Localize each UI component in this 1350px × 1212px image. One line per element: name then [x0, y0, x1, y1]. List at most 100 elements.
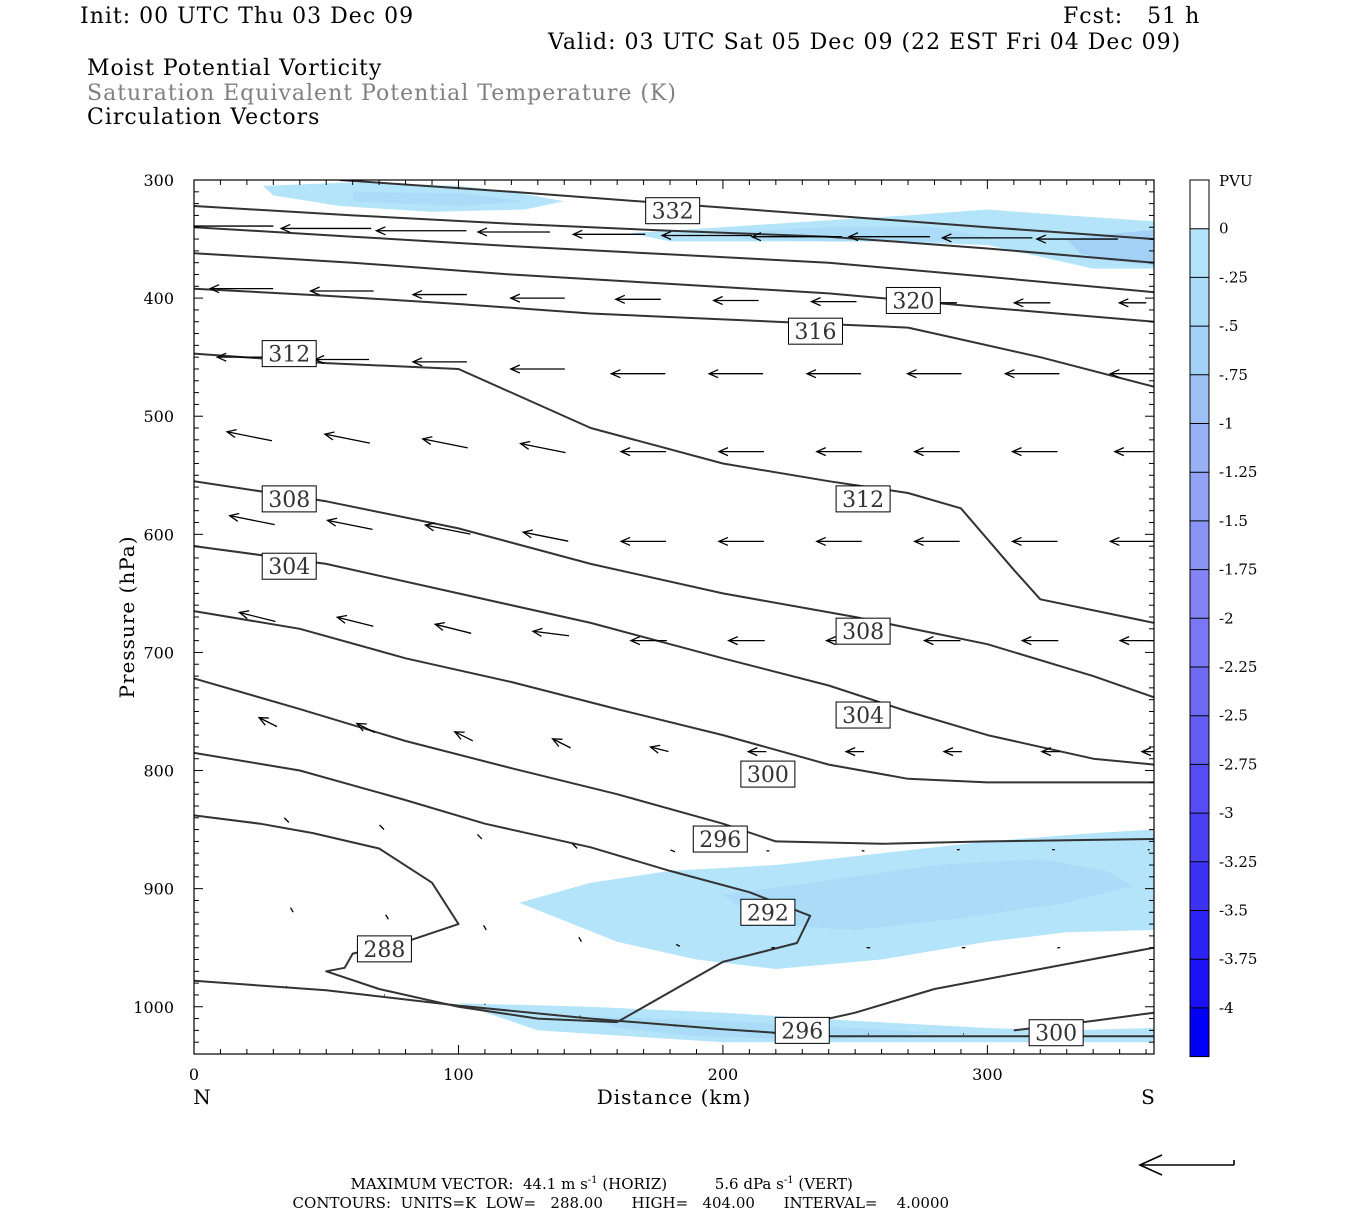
- vector-arrow-37: [913, 447, 960, 457]
- vector-arrow-74: [670, 849, 676, 853]
- vector-arrow-9: [1035, 234, 1118, 244]
- vector-head: [847, 232, 859, 242]
- contour-316-10: [194, 287, 1154, 388]
- colorbar-label: -.25: [1219, 268, 1248, 286]
- vert-exponent: -1: [783, 1175, 794, 1186]
- vector-arrow-64: [648, 744, 669, 754]
- title-mpv: Moist Potential Vorticity: [87, 56, 383, 81]
- contour-label-text: 304: [268, 555, 310, 580]
- title-vectors: Circulation Vectors: [87, 105, 321, 130]
- vector-arrow-45: [717, 536, 764, 547]
- vector-head: [411, 357, 423, 367]
- contour-label-text: 320: [892, 289, 934, 314]
- vert-value: 5.6 dPa s: [714, 1175, 784, 1193]
- vector-arrow-62: [453, 731, 474, 742]
- vector-arrow-84: [675, 943, 681, 947]
- vector-arrow-36: [815, 447, 862, 457]
- colorbar-label: -1: [1219, 415, 1234, 433]
- contour-low: LOW= 288.00: [485, 1194, 603, 1212]
- vector-arrow-58: [1020, 636, 1059, 646]
- colorbar-swatch: [1190, 423, 1209, 473]
- pv-region-8: [590, 1016, 935, 1040]
- vector-head: [1010, 447, 1022, 457]
- vector-shaft: [356, 722, 376, 734]
- contour-312-9: [194, 352, 1154, 624]
- colorbar-label: -2.75: [1219, 755, 1257, 773]
- colorbar-label: -2.25: [1219, 658, 1257, 676]
- vector-arrow-70: [283, 817, 290, 823]
- vector-shaft: [532, 630, 570, 637]
- contours-label: CONTOURS:: [292, 1194, 392, 1212]
- vector-arrow-23: [509, 364, 565, 374]
- vector-shaft: [327, 519, 373, 531]
- vector-arrow-47: [913, 536, 960, 547]
- vector-head: [717, 536, 729, 547]
- vector-head: [815, 536, 827, 547]
- colorbar-label: -3.5: [1219, 902, 1248, 920]
- contour-high: HIGH= 404.00: [631, 1194, 755, 1212]
- contour-label-text: 308: [842, 620, 884, 645]
- vector-head: [1108, 536, 1120, 547]
- contour-292-1: [194, 751, 812, 1023]
- contour-label-332-0: 332: [645, 197, 701, 225]
- vector-head: [1010, 536, 1022, 547]
- max-vector-info: MAXIMUM VECTOR: 44.1 m s-1 (HORIZ) 5.6 d…: [341, 1157, 853, 1193]
- vector-arrow-42: [423, 522, 471, 535]
- vector-shaft: [454, 731, 474, 742]
- contour-label-box: [261, 552, 317, 580]
- vector-head: [750, 232, 762, 242]
- vector-shaft: [523, 531, 569, 542]
- colorbar-swatch: [1190, 180, 1209, 229]
- vector-head: [183, 222, 192, 230]
- contour-308-8: [194, 480, 1154, 699]
- colorbar-swatch: [1190, 667, 1209, 716]
- contour-label-text: 292: [747, 901, 789, 926]
- vector-head: [571, 229, 583, 239]
- contour-label-text: 312: [842, 488, 884, 513]
- vector-head: [629, 636, 641, 646]
- vector-arrow-53: [531, 627, 570, 637]
- vector-shaft: [239, 611, 276, 623]
- vector-arrow-0: [183, 222, 274, 230]
- vector-shaft: [483, 925, 487, 931]
- contour-label-box: [835, 617, 891, 645]
- vector-shaft: [229, 515, 275, 526]
- vector-shaft: [675, 943, 681, 947]
- axis-ticks: 300 400 500 600 700 800 900 1000 0 100 200 300: [133, 171, 1154, 1084]
- x-tick-label: 300: [972, 1065, 1003, 1084]
- vector-arrow-30: [225, 429, 273, 442]
- colorbar-label: -2.5: [1219, 707, 1248, 725]
- contour-label-308-5: 308: [261, 485, 317, 513]
- contour-label-312-4: 312: [835, 485, 891, 513]
- vector-shaft: [520, 442, 566, 454]
- contour-label-box: [261, 340, 317, 368]
- vector-head: [1040, 747, 1052, 757]
- y-tick-label: 800: [143, 762, 174, 781]
- colorbar-label: -2: [1219, 609, 1234, 627]
- vector-shaft: [385, 914, 389, 920]
- contour-label-text: 296: [781, 1019, 823, 1044]
- vector-head: [815, 447, 827, 457]
- vector-arrow-43: [521, 529, 569, 542]
- horiz-exponent: -1: [587, 1175, 598, 1186]
- colorbar-label: 0: [1219, 220, 1229, 238]
- vector-head: [942, 747, 954, 757]
- vector-head: [1117, 298, 1129, 308]
- contour-info: CONTOURS: UNITS=K LOW= 288.00 HIGH= 404.…: [283, 1176, 950, 1212]
- y-tick-label: 300: [143, 171, 174, 190]
- contour-label-300-14: 300: [1028, 1019, 1084, 1047]
- y-tick-label: 600: [143, 525, 174, 544]
- vector-arrow-3: [476, 227, 550, 237]
- pv-shading: [262, 182, 1154, 1043]
- vector-arrow-15: [712, 295, 759, 306]
- vector-head: [1012, 298, 1024, 308]
- vector-arrow-81: [385, 914, 389, 920]
- max-vector-label: MAXIMUM VECTOR:: [350, 1175, 514, 1193]
- contour-units: UNITS=K: [400, 1194, 477, 1212]
- contour-288-0: [194, 814, 618, 1024]
- colorbar-swatch: [1190, 861, 1209, 911]
- vector-arrow-14: [614, 294, 661, 304]
- vector-arrow-16: [809, 297, 857, 307]
- vector-arrow-25: [707, 369, 764, 379]
- contour-label-304-7: 304: [261, 552, 317, 580]
